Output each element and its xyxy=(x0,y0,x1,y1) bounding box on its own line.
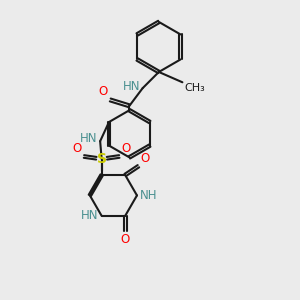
Text: O: O xyxy=(72,142,82,155)
Text: HN: HN xyxy=(81,209,99,222)
Text: O: O xyxy=(122,142,131,155)
Text: NH: NH xyxy=(140,189,158,202)
Text: O: O xyxy=(99,85,108,98)
Text: S: S xyxy=(97,152,106,166)
Text: CH₃: CH₃ xyxy=(184,83,205,93)
Text: O: O xyxy=(121,233,130,247)
Text: O: O xyxy=(140,152,149,165)
Text: HN: HN xyxy=(80,132,98,145)
Text: HN: HN xyxy=(123,80,141,94)
